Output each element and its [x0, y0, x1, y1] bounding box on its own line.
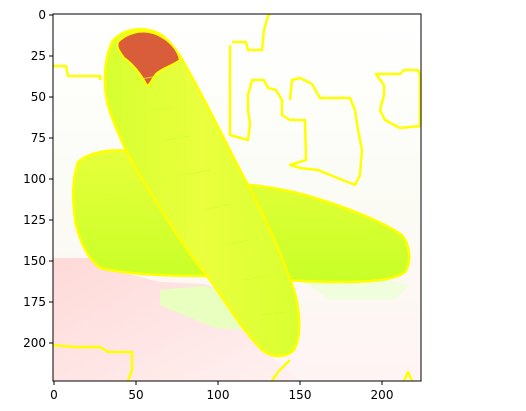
y-tick-label: 75 [31, 131, 46, 145]
background-contours [53, 14, 421, 381]
y-tick-label: 200 [23, 336, 46, 350]
x-tick-label: 150 [289, 388, 312, 402]
x-tick-labels: 0 50 100 150 200 [50, 388, 393, 402]
x-tick-label: 200 [371, 388, 394, 402]
green-patch-right [300, 280, 410, 300]
y-tick-labels: 0 25 50 75 100 125 150 175 200 [23, 8, 46, 350]
axes-frame [52, 13, 422, 382]
y-tick-label: 100 [23, 172, 46, 186]
y-axis [49, 14, 53, 344]
carrot-horizontal-texture [99, 197, 361, 253]
y-tick-label: 150 [23, 254, 46, 268]
y-tick-label: 0 [38, 8, 46, 22]
x-tick-label: 100 [207, 388, 230, 402]
y-tick-label: 50 [31, 90, 46, 104]
y-tick-label: 125 [23, 213, 46, 227]
image-area [53, 14, 421, 381]
x-tick-label: 0 [50, 388, 58, 402]
x-tick-label: 50 [128, 388, 143, 402]
carrot-diagonal-texture [134, 75, 286, 316]
carrot-tip [116, 30, 182, 87]
shadow-region [53, 258, 300, 381]
carrot-diagonal [103, 28, 301, 358]
y-tick-label: 25 [31, 49, 46, 63]
y-tick-label: 175 [23, 295, 46, 309]
x-axis [53, 381, 383, 385]
